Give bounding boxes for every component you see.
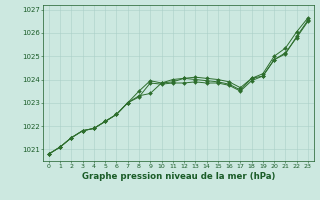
X-axis label: Graphe pression niveau de la mer (hPa): Graphe pression niveau de la mer (hPa) <box>82 172 275 181</box>
